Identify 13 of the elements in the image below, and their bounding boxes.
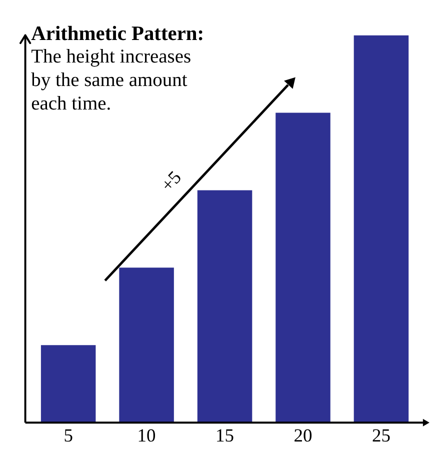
chart-title: Arithmetic Pattern:: [31, 23, 204, 46]
annotation: +5: [157, 167, 186, 196]
x-tick-label: 15: [216, 426, 234, 446]
bar: [354, 35, 409, 423]
bar: [276, 112, 330, 423]
text: The height increases by the same amount each time.: [31, 46, 192, 114]
bar: [119, 268, 174, 423]
x-tick-label: 5: [64, 426, 73, 446]
x-tick-label: 10: [137, 426, 156, 446]
bar: [40, 345, 96, 423]
bar: [197, 190, 252, 423]
x-tick-label: 20: [294, 426, 312, 446]
x-tick-label: 25: [372, 426, 390, 446]
